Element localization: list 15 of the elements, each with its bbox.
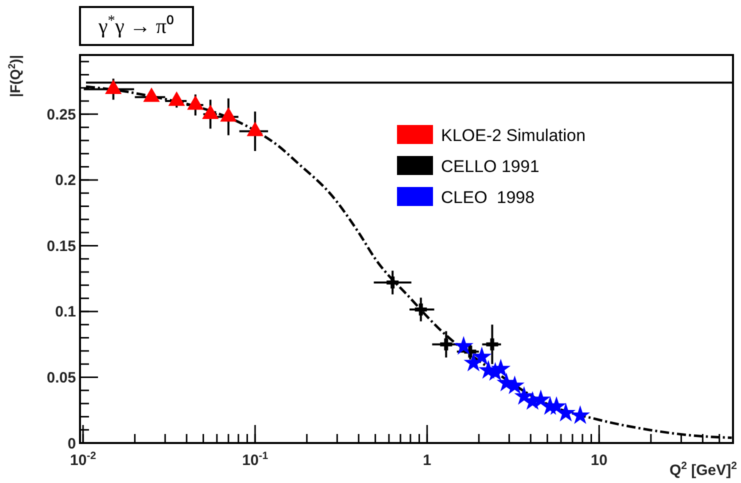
chart-title: γ$^{*}$γ → π⁰ <box>97 13 174 38</box>
x-axis-title: Q$^{2}$ [GeV]$^{2}$ <box>669 460 738 479</box>
y-tick-label: 0 <box>68 435 76 452</box>
y-tick-label: 0.05 <box>46 369 76 386</box>
x-tick-label: 10$^{-1}$ <box>242 450 268 469</box>
y-tick-label: 0.1 <box>55 304 76 321</box>
x-tick-label: 10$^{-2}$ <box>70 450 96 469</box>
legend-label: KLOE-2 Simulation <box>441 126 586 145</box>
y-tick-label: 0.2 <box>55 172 76 190</box>
y-tick-label: 0.25 <box>46 106 76 124</box>
x-tick-label: 1 <box>422 452 432 469</box>
legend-label: CLEO 1998 <box>441 188 535 207</box>
legend-label: CELLO 1991 <box>441 156 540 176</box>
y-tick-label: 0.15 <box>46 238 76 255</box>
x-tick-label: 10 <box>590 452 608 469</box>
